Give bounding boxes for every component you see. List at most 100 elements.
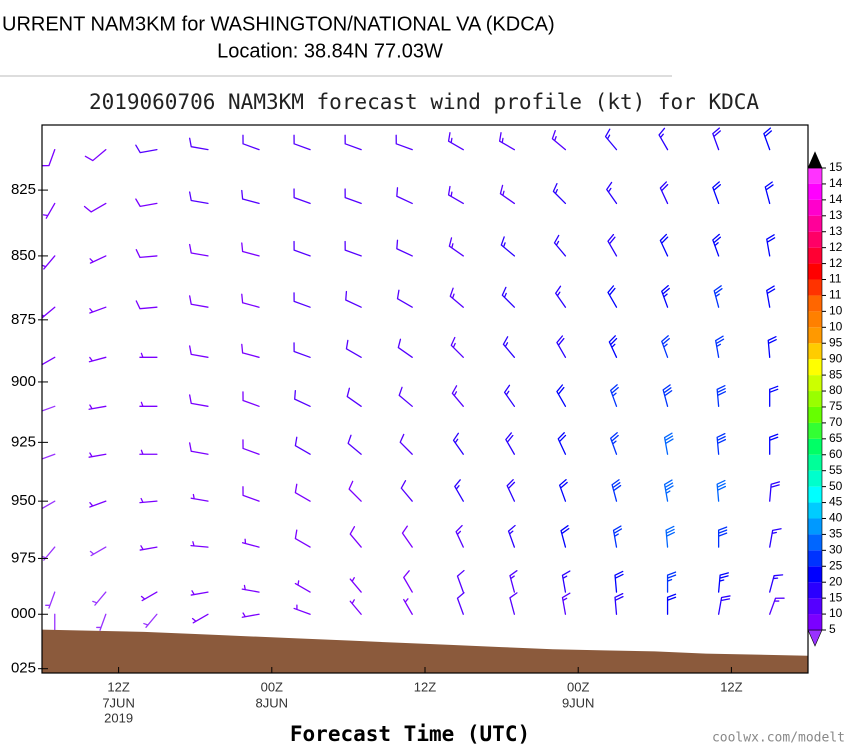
wind-barb	[189, 295, 209, 308]
wind-barb	[293, 134, 311, 151]
wind-barb	[661, 285, 670, 308]
wind-barb	[344, 240, 362, 257]
wind-barb	[396, 187, 413, 205]
wind-barb	[665, 525, 675, 548]
wind-barb	[139, 352, 158, 358]
wind-barb	[555, 285, 567, 308]
wind-barb	[612, 525, 623, 548]
wind-barb	[456, 592, 465, 615]
x-tick-label: 00Z	[261, 679, 283, 694]
wind-barb	[242, 486, 260, 502]
x-tick-label: 12Z	[414, 679, 436, 694]
colorbar-cell	[808, 359, 822, 376]
colorbar-cell	[808, 247, 822, 264]
colorbar-label: 30	[829, 543, 843, 557]
wind-barb	[763, 127, 773, 151]
wind-barb	[403, 598, 413, 615]
wind-barb	[89, 306, 107, 314]
wind-barb	[241, 293, 260, 308]
wind-barb	[348, 480, 362, 502]
colorbar-cell	[808, 550, 822, 567]
wind-barb	[659, 181, 669, 205]
wind-barb	[713, 285, 723, 308]
wind-barb	[447, 132, 464, 151]
wind-barb	[666, 571, 677, 593]
x-tick-label: 12Z	[107, 679, 129, 694]
chart-title: 2019060706 NAM3KM forecast wind profile …	[89, 90, 759, 114]
y-tick-label: 925	[11, 433, 36, 450]
colorbar-cell	[808, 295, 822, 312]
wind-barb	[561, 592, 571, 615]
plot-area	[42, 127, 808, 673]
wind-barb	[139, 449, 158, 455]
wind-barb	[553, 234, 567, 257]
wind-barb	[42, 453, 56, 460]
x-date-label: 2019	[104, 710, 133, 725]
wind-barb	[766, 285, 776, 308]
wind-barb	[190, 590, 209, 596]
wind-barb	[610, 432, 619, 455]
wind-barb	[659, 233, 669, 257]
wind-barb	[556, 335, 567, 358]
wind-barb	[89, 546, 107, 557]
wind-barb	[450, 336, 464, 358]
wind-barb	[45, 591, 56, 609]
colorbar-extend-low	[807, 629, 823, 647]
wind-barb	[769, 433, 779, 455]
wind-barb	[241, 242, 260, 257]
wind-barb	[614, 592, 624, 615]
wind-barb	[294, 436, 311, 455]
wind-barb	[604, 128, 618, 151]
colorbar-cell	[808, 406, 822, 423]
colorbar-cell	[808, 582, 822, 599]
wind-barb	[501, 286, 516, 308]
wind-barb	[561, 570, 571, 593]
wind-barb	[347, 434, 362, 455]
wind-barb	[397, 338, 413, 358]
wind-barb	[764, 181, 774, 205]
colorbar-label: 14	[829, 176, 843, 190]
wind-barb	[190, 541, 209, 548]
colorbar-cell	[808, 231, 822, 248]
wind-barb	[712, 127, 721, 151]
x-tick-label: 12Z	[720, 679, 742, 694]
wind-barb	[139, 545, 158, 551]
wind-barb	[447, 185, 464, 205]
wind-barb	[241, 189, 260, 205]
wind-barb	[401, 525, 413, 548]
colorbar-cell	[808, 518, 822, 535]
wind-barb	[88, 404, 107, 410]
wind-barb	[96, 613, 107, 631]
wind-barb	[395, 134, 413, 151]
wind-barb	[139, 497, 158, 504]
wind-barb	[769, 574, 784, 593]
colorbar-label: 95	[829, 335, 843, 349]
watermark: coolwx.com/modelt	[712, 731, 845, 746]
wind-barb	[606, 181, 618, 205]
colorbar-label: 90	[829, 351, 843, 365]
wind-barb	[560, 525, 570, 548]
colorbar-cell	[808, 438, 822, 455]
colorbar-label: 13	[829, 224, 843, 238]
wind-barb	[499, 184, 516, 205]
wind-barb	[294, 483, 311, 502]
wind-barb	[241, 612, 260, 618]
wind-barb	[294, 580, 311, 593]
colorbar-cell	[808, 279, 822, 296]
wind-barb	[349, 599, 362, 615]
wind-barb	[716, 432, 727, 455]
wind-barb	[503, 384, 516, 407]
wind-barb	[556, 384, 567, 407]
colorbar-label: 20	[829, 574, 843, 588]
wind-barb	[293, 188, 311, 205]
colorbar-cell	[808, 566, 822, 583]
wind-barb	[498, 132, 516, 151]
colorbar-cell	[808, 502, 822, 519]
colorbar-extend-high	[807, 151, 823, 169]
header-line2: Location: 38.84N 77.03W	[217, 40, 443, 62]
colorbar-cell	[808, 454, 822, 471]
wind-barb	[189, 137, 209, 151]
colorbar-cell	[808, 311, 822, 328]
wind-barb	[769, 481, 781, 502]
